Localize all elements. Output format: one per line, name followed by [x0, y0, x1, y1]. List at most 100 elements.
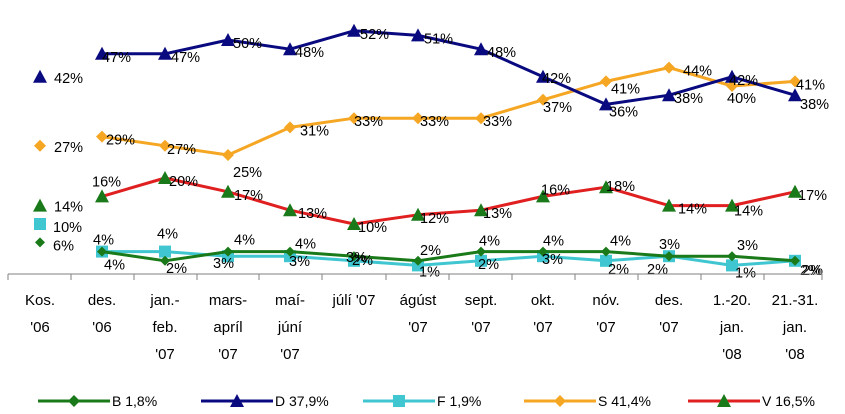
data-label-f-9: 2%: [608, 262, 629, 278]
data-label-b-7: 4%: [479, 234, 500, 250]
data-label-b-0: 6%: [53, 238, 74, 254]
point-s-0: [34, 139, 46, 152]
point-b-0: [35, 237, 45, 248]
data-label-s-2: 27%: [167, 142, 196, 158]
point-v-10: [662, 198, 676, 212]
point-s-1: [96, 130, 108, 143]
point-d-10: [662, 88, 676, 102]
point-s-11: [726, 80, 738, 92]
point-v-5: [347, 217, 361, 230]
data-label-s-4: 31%: [300, 123, 329, 139]
data-label-f-3: 3%: [213, 256, 234, 272]
data-label-v-8: 16%: [541, 182, 570, 198]
point-b-11: [727, 251, 737, 262]
series-d: [33, 23, 802, 111]
x-tick-label-2: jan.-feb. '07: [149, 292, 179, 363]
data-label-f-7: 2%: [478, 257, 499, 273]
point-s-4: [284, 121, 296, 134]
data-label-v-12: 17%: [798, 188, 827, 204]
point-b-4: [285, 246, 295, 257]
legend-label-d: D 37,9%: [275, 393, 329, 409]
point-d-6: [411, 28, 425, 42]
legend-marker-f: [393, 395, 405, 407]
data-label-d-12: 38%: [800, 97, 829, 113]
data-label-f-5: 2%: [352, 253, 373, 269]
data-label-f-6: 1%: [419, 264, 440, 280]
data-label-d-3: 50%: [233, 36, 262, 52]
point-f-2: [159, 245, 171, 258]
legend-item-d: D 37,9%: [201, 393, 329, 409]
data-label-f-12: 2%: [800, 263, 821, 279]
point-v-7: [474, 203, 488, 217]
legend-marker-v: [717, 394, 731, 407]
data-label-b-9: 4%: [610, 234, 631, 250]
x-tick-label-11: 1.-20. jan. '08: [713, 292, 751, 363]
point-b-10: [664, 251, 674, 262]
data-label-s-7: 33%: [483, 114, 512, 130]
data-label-d-2: 47%: [171, 50, 200, 66]
data-label-s-5: 33%: [354, 114, 383, 130]
x-axis: Kos. '06 des. '06 jan.-feb. '07 mars-apríl '07 m…: [7, 273, 823, 363]
point-d-9: [599, 97, 613, 111]
data-label-d-10: 38%: [674, 91, 703, 107]
data-label-v-5: 10%: [358, 220, 387, 236]
point-d-2: [158, 46, 172, 60]
point-s-5: [348, 112, 360, 125]
series-line-s: [101, 66, 796, 157]
data-label-s-3: 25%: [233, 165, 262, 181]
data-label-s-10: 44%: [683, 64, 712, 80]
data-label-d-11: 42%: [729, 73, 758, 89]
series-line-d: [102, 29, 796, 106]
data-label-b-11: 3%: [737, 238, 758, 254]
point-d-8: [536, 69, 550, 83]
point-b-9: [601, 246, 611, 257]
series-line-b: [101, 250, 796, 263]
x-tick-label-7: sept. '07: [465, 292, 498, 336]
data-label-v-10: 14%: [678, 202, 707, 218]
data-label-s-6: 33%: [420, 114, 449, 130]
legend-item-b: B 1,8%: [38, 393, 157, 409]
data-label-s-1: 29%: [106, 133, 135, 149]
data-label-f-11: 1%: [735, 265, 756, 281]
x-tick-label-6: ágúst '07: [400, 292, 438, 336]
point-d-3: [221, 33, 235, 46]
point-f-11: [726, 259, 738, 272]
legend-label-f: F 1,9%: [437, 393, 481, 409]
point-s-12: [789, 75, 801, 88]
data-label-v-11: 14%: [734, 204, 763, 220]
point-b-6: [413, 255, 423, 266]
point-d-0: [33, 69, 47, 83]
legend-marker-d: [230, 394, 244, 407]
data-label-d-9: 36%: [609, 104, 638, 120]
data-label-d-1: 47%: [102, 50, 131, 66]
point-b-8: [538, 246, 548, 257]
x-tick-label-12: 21.-31. jan. '08: [772, 292, 819, 363]
x-tick-label-5: júlí '07: [332, 292, 376, 309]
point-v-1: [95, 189, 109, 203]
data-label-d-7: 48%: [487, 45, 516, 61]
data-label-d-0: 42%: [54, 71, 83, 87]
x-tick-label-10: des. '07: [655, 292, 683, 336]
legend: B 1,8% D 37,9% F 1,9% S 41,4% V 16,5%: [38, 393, 815, 409]
data-label-f-8: 3%: [542, 252, 563, 268]
point-s-6: [412, 112, 424, 125]
point-v-0: [33, 198, 47, 212]
data-label-s-8: 37%: [543, 100, 572, 116]
data-label-b-4: 4%: [295, 237, 316, 253]
data-label-b-2: 2%: [166, 261, 187, 277]
point-d-4: [283, 42, 297, 56]
point-s-7: [475, 112, 487, 125]
data-label-b-8: 4%: [543, 234, 564, 250]
data-label-f-1: 4%: [93, 233, 114, 249]
data-label-s-11: 40%: [727, 91, 756, 107]
legend-item-s: S 41,4%: [524, 393, 651, 409]
x-tick-label-3: mars-apríl '07: [209, 292, 247, 363]
data-label-b-10: 3%: [659, 237, 680, 253]
point-s-2: [159, 139, 171, 152]
point-d-7: [474, 42, 488, 56]
point-v-2: [158, 171, 172, 184]
data-label-b-3: 4%: [234, 233, 255, 249]
data-label-layer: 42% 47% 47% 50% 48% 52% 51% 48% 42% 36% 38% 42% 38% 2…: [53, 27, 829, 282]
data-label-v-4: 13%: [298, 206, 327, 222]
x-tick-label-9: nóv. '07: [592, 292, 619, 336]
